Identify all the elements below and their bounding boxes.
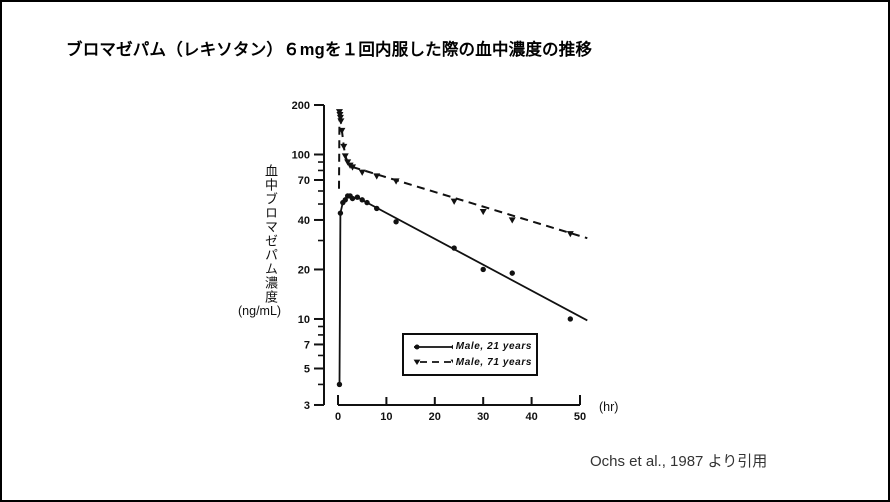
data-point-triangle	[358, 169, 366, 176]
y-tick-label: 5	[304, 363, 310, 375]
legend-key-dashed-triangle	[413, 359, 453, 366]
data-point-triangle	[450, 198, 458, 205]
data-point-circle	[359, 197, 365, 203]
citation: Ochs et al., 1987 より引用	[590, 453, 768, 470]
data-point-circle	[393, 219, 399, 225]
y-axis-title: 血中ブロマゼパム濃度	[263, 164, 278, 304]
data-point-circle	[354, 194, 361, 200]
data-point-triangle	[338, 127, 346, 135]
data-point-circle	[349, 195, 356, 202]
x-axis-unit: (hr)	[599, 400, 618, 414]
x-tick-label: 10	[380, 411, 392, 423]
data-point-circle	[337, 210, 344, 216]
data-point-circle	[336, 381, 343, 388]
y-tick-label: 10	[298, 314, 310, 326]
legend-key-solid-circle	[414, 344, 453, 350]
y-tick-label: 40	[298, 215, 310, 227]
data-point-circle	[374, 205, 380, 212]
y-tick-label: 200	[292, 100, 310, 112]
x-tick-label: 20	[429, 411, 441, 423]
legend-label-male-21: Male, 21 years	[455, 341, 532, 353]
data-point-circle	[342, 197, 348, 203]
data-point-triangle	[344, 159, 352, 166]
data-point-circle	[451, 245, 457, 251]
data-point-triangle	[508, 217, 516, 224]
x-tick-label: 0	[335, 411, 341, 423]
y-tick-label: 20	[298, 264, 310, 276]
data-point-triangle	[336, 114, 344, 122]
data-point-circle	[480, 266, 486, 273]
legend-marker-circle	[451, 344, 453, 349]
data-point-circle	[567, 316, 574, 322]
data-point-triangle	[337, 118, 345, 125]
data-point-triangle	[479, 208, 487, 216]
legend-marker-circle	[414, 344, 420, 350]
y-tick-label: 3	[304, 400, 310, 412]
data-point-triangle	[349, 164, 357, 171]
data-point-triangle	[373, 173, 381, 180]
x-tick-label: 50	[574, 411, 586, 423]
data-point-triangle	[392, 178, 400, 185]
data-point-triangle	[566, 231, 574, 238]
y-tick-label: 100	[292, 150, 310, 162]
chart-title: ブロマゼパム（レキソタン）６mgを１回内服した際の血中濃度の推移	[66, 41, 593, 59]
legend-item-male-21-years: Male, 21 years	[411, 341, 532, 353]
legend-marker-triangle-icon	[413, 359, 421, 366]
y-axis-unit: (ng/mL)	[238, 304, 282, 318]
data-point-triangle	[340, 143, 348, 151]
data-point-circle	[509, 270, 515, 276]
data-point-triangle	[341, 153, 349, 160]
x-tick-label: 40	[525, 411, 537, 423]
data-point-circle	[364, 199, 370, 206]
legend-item-male-71-years: Male, 71 years	[411, 356, 532, 368]
y-tick-label: 7	[304, 339, 310, 351]
chart-legend: Male, 21 years Male, 71 years	[402, 333, 538, 376]
legend-label-male-71: Male, 71 years	[455, 356, 532, 368]
x-tick-label: 30	[477, 411, 489, 423]
y-tick-label: 70	[298, 175, 310, 187]
